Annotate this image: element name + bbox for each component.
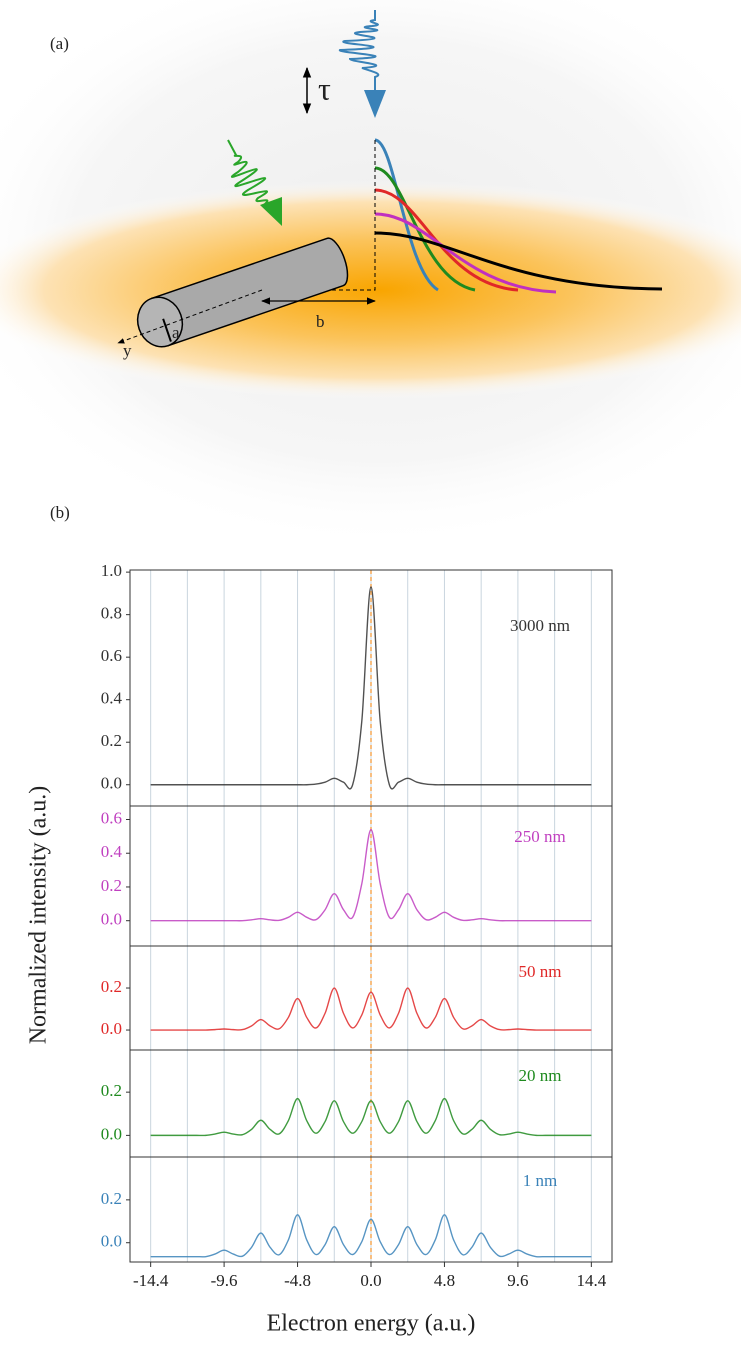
y-tick-label: 0.0 xyxy=(101,1019,122,1038)
nanowire xyxy=(136,237,349,348)
y-tick-label: 0.8 xyxy=(101,604,122,623)
y-tick-label: 0.2 xyxy=(101,1081,122,1100)
x-tick-label: -14.4 xyxy=(133,1271,169,1290)
y-tick-label: 1.0 xyxy=(101,561,122,580)
y-tick-label: 0.4 xyxy=(101,689,123,708)
x-tick-label: 9.6 xyxy=(507,1271,528,1290)
series-line xyxy=(150,586,592,790)
y-tick-label: 0.2 xyxy=(101,731,122,750)
y-tick-label: 0.6 xyxy=(101,808,122,827)
y-tick-label: 0.2 xyxy=(101,1189,122,1208)
y-tick-label: 0.0 xyxy=(101,1124,122,1143)
distance-label: b xyxy=(316,312,325,331)
axis-label: y xyxy=(123,341,132,360)
x-tick-label: 0.0 xyxy=(360,1271,381,1290)
series-line xyxy=(150,1097,592,1137)
radius-label: a xyxy=(172,323,180,342)
y-tick-label: 0.2 xyxy=(101,876,122,895)
series-label: 50 nm xyxy=(519,962,562,981)
y-tick-label: 0.0 xyxy=(101,910,122,929)
panel-label: (b) xyxy=(50,503,70,522)
y-axis-arrow xyxy=(117,289,263,344)
series-line xyxy=(150,987,592,1031)
y-tick-label: 0.0 xyxy=(101,774,122,793)
series-label: 1 nm xyxy=(523,1171,557,1190)
diagram: (a) τ a b y xyxy=(0,0,741,550)
y-tick-label: 0.4 xyxy=(101,842,123,861)
y-tick-label: 0.0 xyxy=(101,1232,122,1251)
series-label: 20 nm xyxy=(519,1066,562,1085)
laser-pulse xyxy=(227,139,282,226)
x-axis-title: Electron energy (a.u.) xyxy=(267,1311,476,1337)
field-curves xyxy=(374,138,663,294)
y-axis-title: Normalized intensity (a.u.) xyxy=(26,786,52,1045)
y-tick-label: 0.2 xyxy=(101,977,122,996)
x-tick-label: -4.8 xyxy=(284,1271,311,1290)
series-label: 3000 nm xyxy=(510,616,570,635)
series-line xyxy=(150,1214,592,1258)
panel-label: (a) xyxy=(50,34,69,53)
y-tick-label: 0.6 xyxy=(101,646,122,665)
series-label: 250 nm xyxy=(514,827,565,846)
x-tick-label: -9.6 xyxy=(211,1271,238,1290)
x-tick-label: 14.4 xyxy=(576,1271,606,1290)
tau-label: τ xyxy=(318,70,331,106)
x-tick-label: 4.8 xyxy=(434,1271,455,1290)
electron-pulse xyxy=(338,10,386,118)
series-line xyxy=(150,828,592,922)
